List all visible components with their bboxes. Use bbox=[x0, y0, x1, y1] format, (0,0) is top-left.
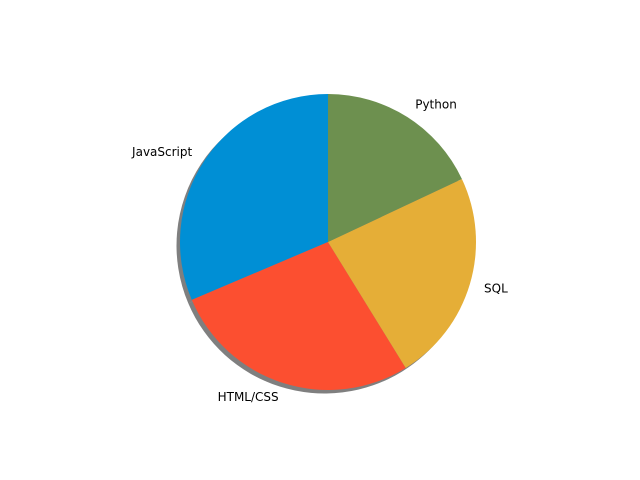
pie-slice-python bbox=[328, 94, 462, 242]
pie-slice-javascript bbox=[180, 94, 328, 300]
pie-label-sql: SQL bbox=[484, 281, 508, 295]
pie-slices bbox=[180, 94, 477, 391]
pie-labels: JavaScript HTML/CSS SQL Python bbox=[131, 98, 508, 405]
pie-label-python: Python bbox=[415, 98, 457, 112]
pie-label-javascript: JavaScript bbox=[131, 145, 192, 159]
pie-slice-html-css bbox=[191, 242, 406, 391]
pie-label-html-css: HTML/CSS bbox=[218, 390, 279, 404]
pie-slice-sql bbox=[328, 178, 477, 368]
